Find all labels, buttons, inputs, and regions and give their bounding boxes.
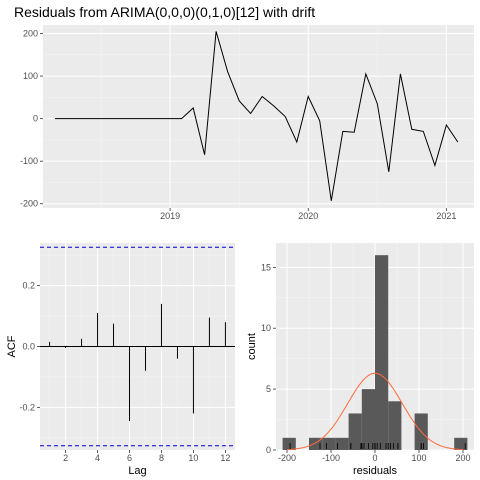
x-tick-label: 6 bbox=[127, 453, 132, 463]
x-axis-title: Lag bbox=[128, 465, 146, 477]
y-tick-label: 200 bbox=[23, 29, 38, 39]
y-tick-label: 100 bbox=[23, 71, 38, 81]
x-tick-label: 10 bbox=[188, 453, 198, 463]
histogram-bar bbox=[375, 255, 388, 450]
x-tick-label: 8 bbox=[159, 453, 164, 463]
x-tick-label: 2019 bbox=[160, 211, 180, 221]
y-tick-labels: -200 -100 0 100 200 bbox=[20, 29, 43, 209]
y-axis-title: ACF bbox=[6, 335, 18, 357]
histogram-bar bbox=[322, 438, 335, 450]
x-tick-label: 2 bbox=[63, 453, 68, 463]
x-tick-labels: 2 4 6 8 10 12 bbox=[63, 450, 230, 463]
histogram-bar bbox=[283, 438, 296, 450]
y-tick-label: -100 bbox=[20, 156, 38, 166]
histogram-bar bbox=[362, 389, 375, 450]
x-tick-label: 2020 bbox=[298, 211, 318, 221]
y-tick-label: -200 bbox=[20, 199, 38, 209]
acf-panel: 2 4 6 8 10 12 -0.2 0.0 0.2 Lag ACF bbox=[6, 243, 235, 477]
y-tick-label: 10 bbox=[261, 323, 271, 333]
chart-title: Residuals from ARIMA(0,0,0)(0,1,0)[12] w… bbox=[14, 4, 315, 20]
x-tick-label: 100 bbox=[411, 453, 426, 463]
x-tick-label: -200 bbox=[278, 453, 296, 463]
y-tick-label: -0.2 bbox=[19, 402, 35, 412]
y-tick-label: 15 bbox=[261, 262, 271, 272]
y-axis-title: count bbox=[246, 333, 258, 360]
x-tick-label: 12 bbox=[220, 453, 230, 463]
y-tick-label: 5 bbox=[266, 384, 271, 394]
residuals-time-series-panel: 2019 2020 2021 -200 -100 0 100 200 bbox=[20, 25, 474, 221]
x-axis-title: residuals bbox=[353, 465, 398, 477]
x-tick-label: 2021 bbox=[436, 211, 456, 221]
y-tick-label: 0.0 bbox=[22, 342, 35, 352]
x-tick-label: 4 bbox=[95, 453, 100, 463]
y-tick-label: 0.2 bbox=[22, 281, 35, 291]
x-tick-labels: 2019 2020 2021 bbox=[160, 208, 456, 221]
x-tick-label: 200 bbox=[455, 453, 470, 463]
y-tick-label: 0 bbox=[33, 114, 38, 124]
y-tick-label: 0 bbox=[266, 445, 271, 455]
y-tick-labels: 0 5 10 15 bbox=[261, 262, 276, 455]
x-tick-label: 0 bbox=[372, 453, 377, 463]
x-tick-label: -100 bbox=[322, 453, 340, 463]
residuals-histogram-panel: -200 -100 0 100 200 0 5 10 15 residuals count bbox=[246, 243, 474, 477]
x-tick-labels: -200 -100 0 100 200 bbox=[278, 450, 471, 463]
y-tick-labels: -0.2 0.0 0.2 bbox=[19, 281, 40, 413]
histogram-bar bbox=[388, 401, 401, 450]
